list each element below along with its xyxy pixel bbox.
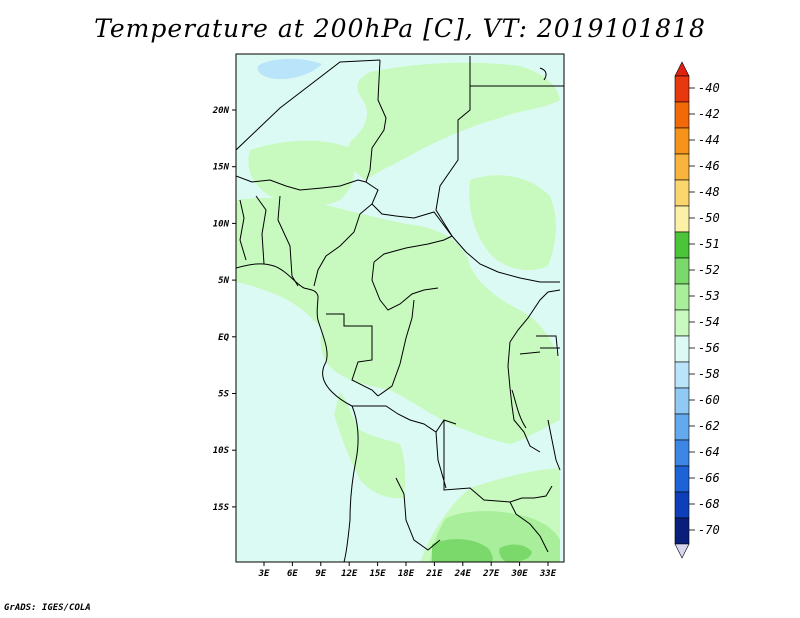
boundaries xyxy=(236,56,564,562)
colorbar-swatch xyxy=(674,283,690,311)
colorbar-swatch xyxy=(674,153,690,181)
latitude-axis: 20N 15N 10N 5N EQ 5S 10S 15S xyxy=(212,106,236,513)
colorbar-label: -50 xyxy=(698,211,720,225)
colorbar-label: -51 xyxy=(698,237,720,251)
lon-label: 27E xyxy=(482,569,500,579)
colorbar-label: -58 xyxy=(698,367,720,381)
colorbar-swatch xyxy=(674,257,690,285)
lat-label: 20N xyxy=(212,106,230,116)
colorbar-swatch xyxy=(674,205,690,233)
colorbar-label: -44 xyxy=(698,133,720,147)
colorbar-swatch xyxy=(674,127,690,155)
colorbar-swatch xyxy=(674,439,690,467)
colorbar-label: -62 xyxy=(698,419,720,433)
lat-label: 5S xyxy=(218,390,229,400)
colorbar-label: -66 xyxy=(698,471,720,485)
colorbar-swatch xyxy=(674,387,690,415)
longitude-axis: 3E 6E 9E 12E 15E 18E 21E 24E 27E 30E 33E xyxy=(258,562,557,579)
lat-label: 15N xyxy=(213,163,230,173)
map-frame xyxy=(235,53,565,563)
lon-label: 33E xyxy=(539,569,557,579)
lat-label: 10S xyxy=(213,446,230,456)
lon-label: 18E xyxy=(398,569,415,579)
lon-label: 9E xyxy=(315,569,326,579)
colorbar-label: -64 xyxy=(698,445,720,459)
colorbar-swatch xyxy=(674,517,690,545)
colorbar-swatch xyxy=(674,413,690,441)
colorbar-top-arrow xyxy=(674,61,690,77)
grads-credit: GrADS: IGES/COLA xyxy=(4,603,91,613)
colorbar-swatch xyxy=(674,465,690,493)
colorbar-label: -46 xyxy=(698,159,720,173)
lat-label: 10N xyxy=(213,219,230,229)
colorbar-label: -52 xyxy=(698,263,720,277)
lon-label: 15E xyxy=(369,569,386,579)
lat-label: 5N xyxy=(218,276,229,286)
colorbar-swatch xyxy=(674,335,690,363)
colorbar-swatch xyxy=(674,179,690,207)
colorbar-label: -68 xyxy=(698,497,720,511)
lon-label: 21E xyxy=(425,569,443,579)
colorbar-label: -42 xyxy=(698,107,720,121)
map-title: Temperature at 200hPa [C], VT: 201910181… xyxy=(94,14,706,43)
lon-label: 6E xyxy=(287,569,298,579)
colorbar-label: -40 xyxy=(698,81,720,95)
colorbar-label: -54 xyxy=(698,315,720,329)
colorbar-swatch xyxy=(674,309,690,337)
lon-label: 3E xyxy=(258,569,270,579)
colorbar-swatch xyxy=(674,101,690,129)
colorbar: -40 -42 -44 -46 -48 -50 -51 -52 -53 -54 -56 -58 -60 -… xyxy=(674,61,720,559)
lat-label: 15S xyxy=(213,503,230,513)
colorbar-label: -60 xyxy=(698,393,720,407)
colorbar-bottom-arrow xyxy=(674,543,690,559)
lon-label: 30E xyxy=(510,569,528,579)
colorbar-label: -48 xyxy=(698,185,720,199)
lat-label: EQ xyxy=(218,333,229,343)
colorbar-label: -70 xyxy=(698,523,720,537)
colorbar-label: -53 xyxy=(698,289,720,303)
temperature-field xyxy=(236,58,560,562)
colorbar-label: -56 xyxy=(698,341,720,355)
colorbar-swatch xyxy=(674,361,690,389)
lon-label: 12E xyxy=(341,569,358,579)
colorbar-swatch xyxy=(674,231,690,259)
colorbar-swatch xyxy=(674,75,690,103)
lon-label: 24E xyxy=(454,569,472,579)
colorbar-swatch xyxy=(674,491,690,519)
